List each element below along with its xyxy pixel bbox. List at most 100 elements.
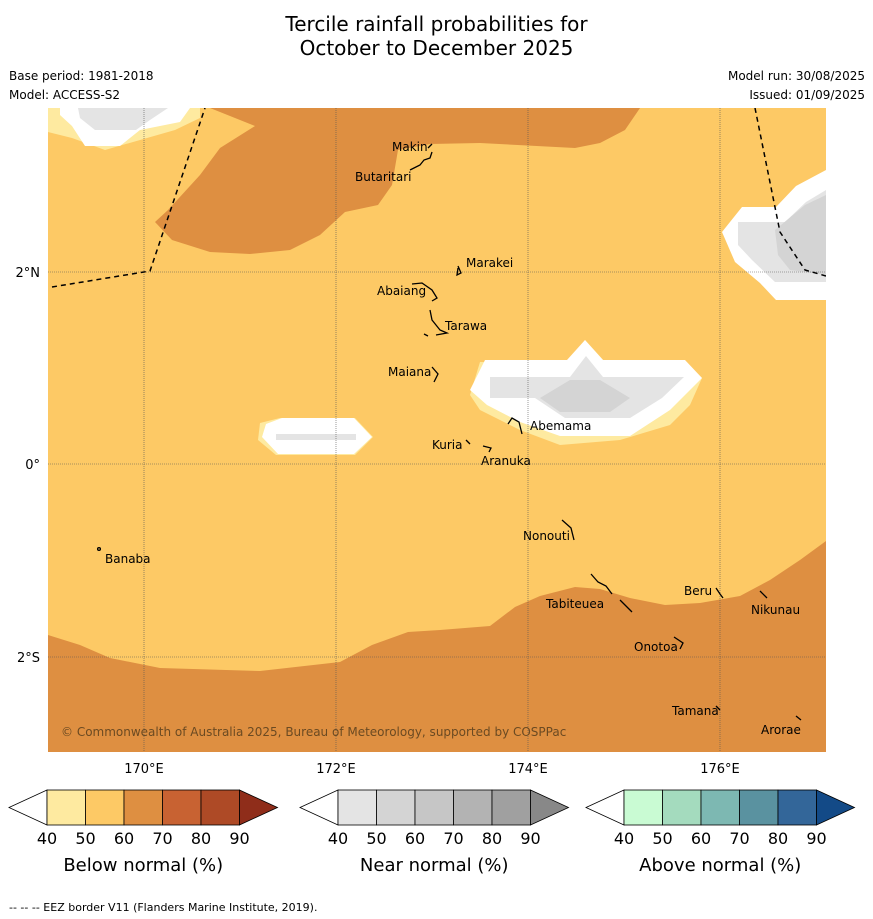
map-area: Makin Butaritari Marakei Abaiang Tarawa … [48, 108, 826, 752]
colorbar-tick-label: 50 [366, 829, 386, 848]
colorbar-tick-label: 60 [405, 829, 425, 848]
colorbar-extend-high [239, 789, 279, 826]
island-butaritari [409, 151, 433, 171]
colorbar-tick-label: 70 [152, 829, 172, 848]
label-onotoa: Onotoa [634, 640, 678, 654]
island-onotoa [673, 636, 684, 650]
colorbar-swatch [453, 789, 493, 826]
colorbar-tick-label: 90 [520, 829, 540, 848]
label-nikunau: Nikunau [751, 603, 800, 617]
label-butaritari: Butaritari [355, 170, 412, 184]
label-kuria: Kuria [432, 438, 463, 452]
eez-border [51, 108, 826, 288]
island-arorae [795, 715, 802, 721]
island-beru [715, 587, 724, 599]
label-makin: Makin [392, 140, 428, 154]
lon-label-174e: 174°E [508, 762, 548, 777]
island-abemama [507, 417, 523, 435]
colorbar-label: Above normal (%) [639, 855, 801, 876]
colorbar-swatch [162, 789, 202, 826]
model-name: Model: ACCESS-S2 [9, 88, 121, 102]
label-abemama: Abemama [530, 419, 591, 433]
lon-label-176e: 176°E [700, 762, 740, 777]
colorbar-swatch [700, 789, 740, 826]
colorbar-tick-label: 80 [482, 829, 502, 848]
island-makin [427, 143, 433, 149]
colorbar-tick-label: 40 [614, 829, 634, 848]
label-nonouti: Nonouti [523, 529, 570, 543]
colorbar-swatch [85, 789, 125, 826]
lon-label-170e: 170°E [124, 762, 164, 777]
colorbar-swatch [662, 789, 702, 826]
label-beru: Beru [684, 584, 712, 598]
near-normal-60-70-patch-c [540, 380, 630, 412]
model-run: Model run: 30/08/2025 [727, 69, 865, 83]
label-tamana: Tamana [671, 704, 719, 718]
lat-label-2n: 2°N [16, 266, 41, 281]
eez-footnote: -- -- -- EEZ border V11 (Flanders Marine… [9, 901, 317, 914]
lat-label-2s: 2°S [17, 651, 40, 666]
colorbar-tick-label: 60 [114, 829, 134, 848]
colorbar-extend-low [585, 789, 625, 826]
island-outlines [96, 143, 802, 721]
lon-label-172e: 172°E [316, 762, 356, 777]
colorbar-tick-label: 50 [652, 829, 672, 848]
colorbar-swatch [376, 789, 416, 826]
island-tarawa [423, 309, 450, 337]
colorbar-tick-label: 60 [691, 829, 711, 848]
island-tabiteuea [590, 573, 633, 613]
base-period: Base period: 1981-2018 [9, 69, 154, 83]
label-banaba: Banaba [105, 552, 151, 566]
colorbar-tick-label: 80 [768, 829, 788, 848]
island-maiana [431, 366, 439, 383]
colorbar-swatch [200, 789, 240, 826]
colorbar-tick-label: 80 [191, 829, 211, 848]
island-nikunau [759, 590, 768, 599]
label-tarawa: Tarawa [444, 319, 487, 333]
island-banaba [96, 546, 102, 552]
map-title-line1: Tercile rainfall probabilities for [285, 12, 588, 36]
graticule [48, 108, 826, 752]
place-labels: Makin Butaritari Marakei Abaiang Tarawa … [105, 140, 801, 737]
issued-date: Issued: 01/09/2025 [749, 88, 865, 102]
colorbar-swatch [123, 789, 163, 826]
colorbar-0: 40 50 60 70 80 90 Below normal (%) [8, 789, 279, 876]
island-marakei [456, 265, 462, 277]
colorbar-tick-label: 70 [443, 829, 463, 848]
label-marakei: Marakei [466, 256, 513, 270]
colorbar-label: Below normal (%) [63, 855, 223, 876]
colorbar-swatch [414, 789, 454, 826]
colorbar-tick-label: 70 [729, 829, 749, 848]
colorbar-tick-label: 40 [328, 829, 348, 848]
label-tabiteuea: Tabiteuea [545, 597, 604, 611]
colorbar-label: Near normal (%) [360, 855, 509, 876]
colorbar-extend-low [8, 789, 48, 826]
label-arorae: Arorae [761, 723, 801, 737]
colorbar-tick-label: 90 [229, 829, 249, 848]
colorbar-extend-high [530, 789, 570, 826]
copyright-notice: © Commonwealth of Australia 2025, Bureau… [61, 725, 566, 739]
colorbar-tick-label: 40 [37, 829, 57, 848]
island-aranuka [482, 445, 492, 453]
label-maiana: Maiana [388, 365, 431, 379]
colorbar-extend-high [816, 789, 856, 826]
axis-labels: 2°N 0° 2°S 170°E 172°E 174°E 176°E [16, 266, 740, 777]
colorbars: 40 50 60 70 80 90 Below normal (%) 40 50 60 70 80 90… [8, 789, 856, 876]
colorbar-swatch [739, 789, 779, 826]
colorbar-tick-label: 90 [806, 829, 826, 848]
colorbar-2: 40 50 60 70 80 90 Above normal (%) [585, 789, 856, 876]
near-normal-50-60-patch-b [276, 434, 356, 440]
colorbar-swatch [777, 789, 817, 826]
label-abaiang: Abaiang [377, 284, 426, 298]
colorbar-swatch [337, 789, 377, 826]
below-normal-60-70-south [48, 541, 826, 752]
near-normal-50-60-patch-a [78, 108, 168, 130]
near-normal-60-70-patch-d [775, 195, 826, 275]
island-tamana [715, 705, 721, 711]
island-nonouti [561, 519, 575, 541]
colorbar-extend-low [299, 789, 339, 826]
colorbar-1: 40 50 60 70 80 90 Near normal (%) [299, 789, 570, 876]
colorbar-swatch [623, 789, 663, 826]
below-normal-60-70-north [155, 108, 640, 254]
